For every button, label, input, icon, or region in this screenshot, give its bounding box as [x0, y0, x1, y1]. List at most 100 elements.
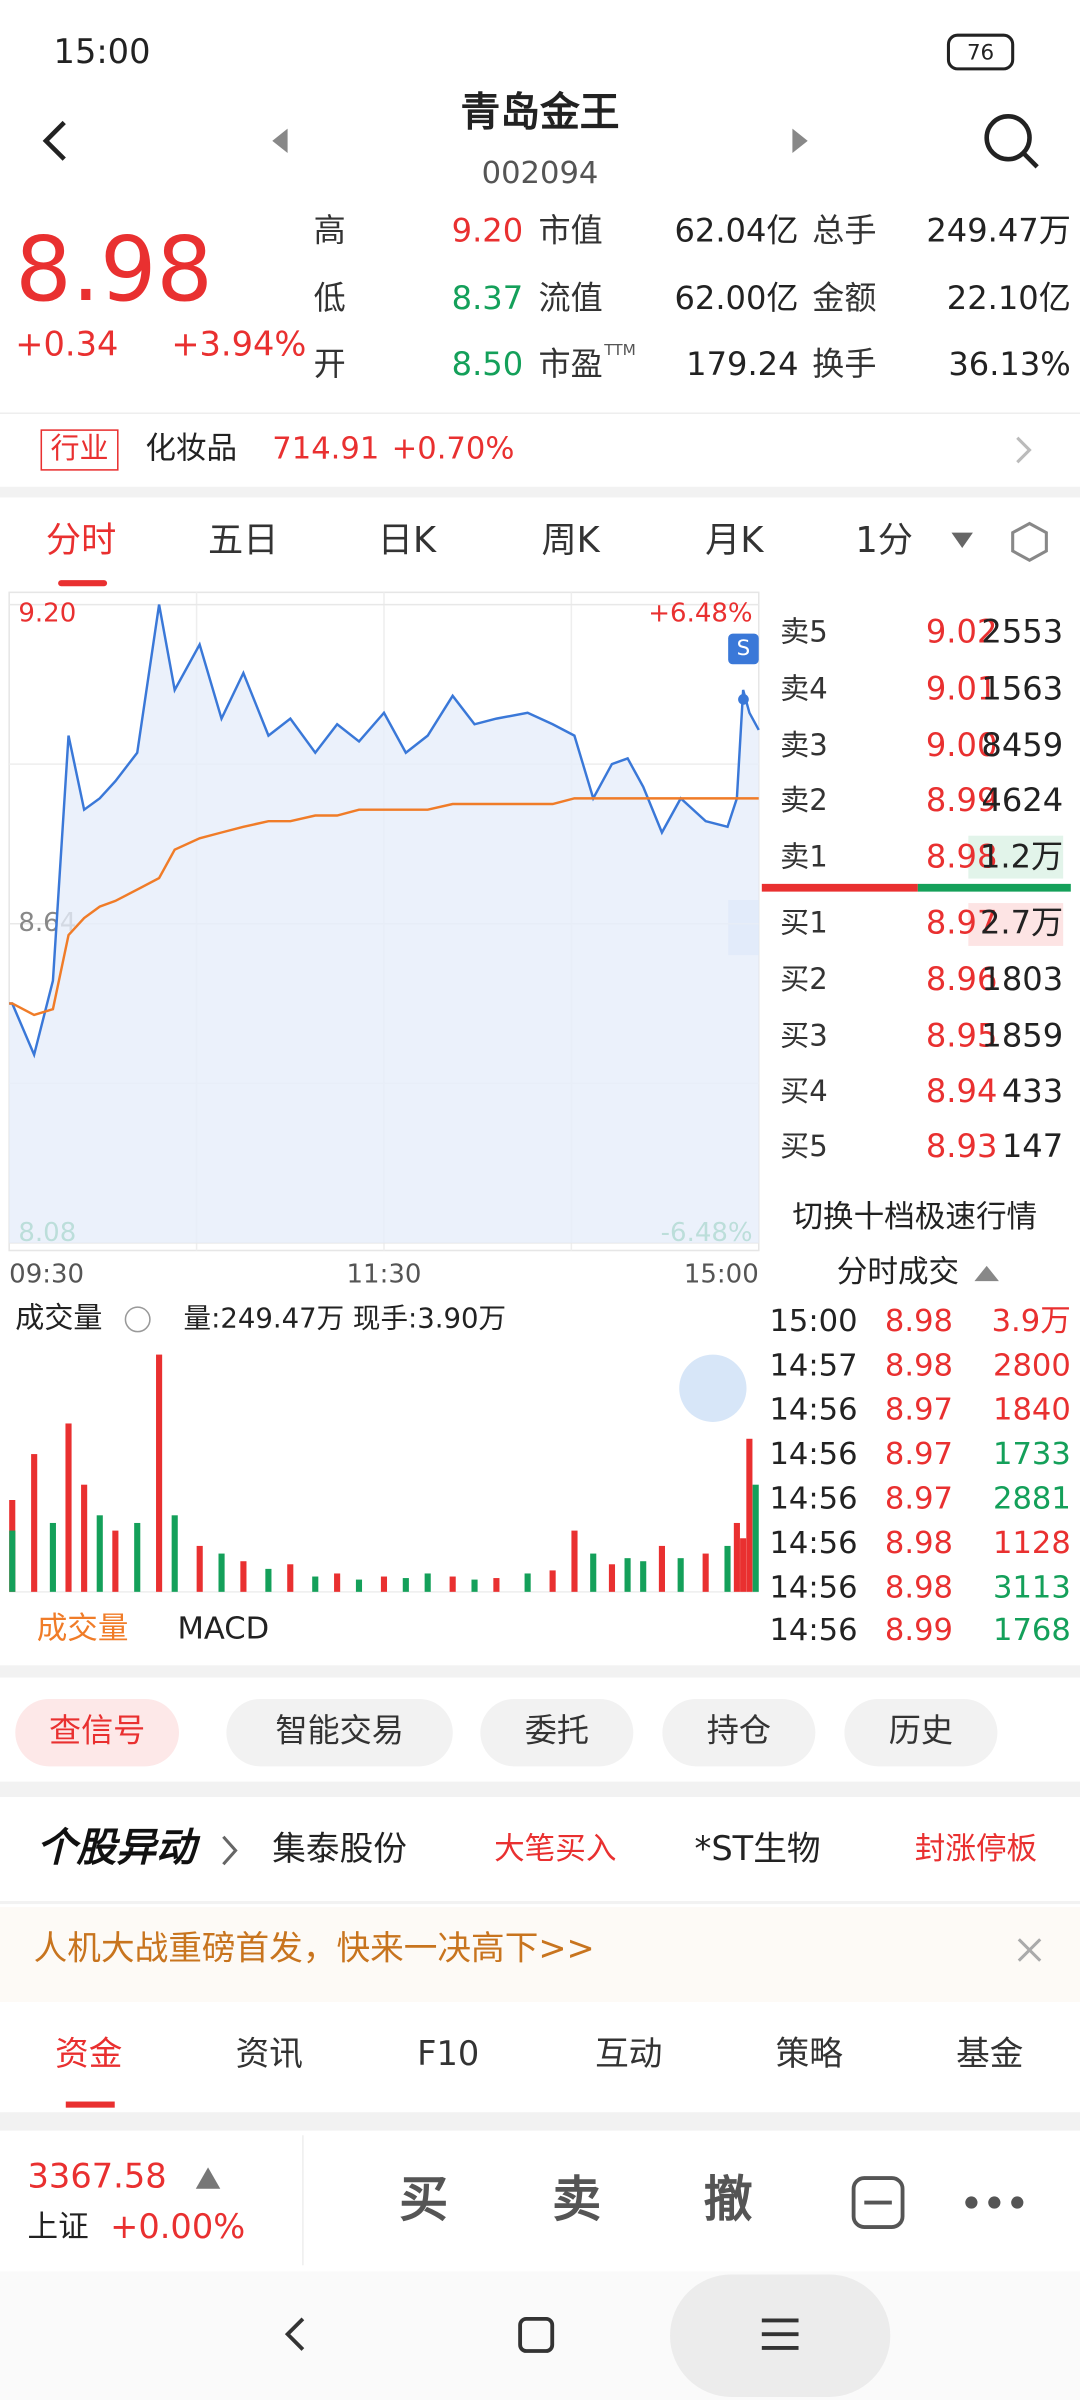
action-button[interactable] [662, 1698, 816, 1767]
industry-tag-text: 行业 [50, 431, 108, 465]
volume-bar [65, 1423, 72, 1592]
x-tick-label: 15:00 [684, 1259, 759, 1289]
book-volume: 2.7万 [980, 903, 1063, 941]
action-button[interactable] [844, 1698, 998, 1767]
book-label: 买1 [780, 905, 828, 939]
volume-bar [81, 1484, 88, 1592]
chart-settings[interactable] [1011, 521, 1048, 562]
banner-close[interactable] [1017, 1938, 1042, 1962]
book-volume: 1859 [981, 1017, 1063, 1055]
info-tab[interactable]: 资金 [55, 2034, 122, 2073]
period-tab[interactable]: 日K [378, 520, 437, 561]
trade-volume: 3113 [993, 1570, 1071, 1605]
info-tab[interactable]: 资讯 [236, 2034, 303, 2073]
book-volume: 433 [1002, 1072, 1063, 1110]
trade-volume: 1128 [993, 1526, 1071, 1561]
divider [0, 2112, 1080, 2131]
volume-bar [31, 1454, 38, 1592]
trade-button[interactable]: 撤 [704, 2171, 753, 2228]
book-price: 9.02 [926, 613, 998, 651]
volume-bar [380, 1576, 388, 1592]
trade-time: 15:00 [769, 1304, 857, 1339]
period-tab[interactable]: 月K [705, 520, 764, 561]
period-tab[interactable]: 周K [541, 520, 600, 561]
trade-volume: 3.9万 [992, 1304, 1071, 1339]
info-tab[interactable]: F10 [417, 2034, 479, 2073]
back-button[interactable] [42, 120, 66, 161]
stat-label: 流值 [538, 279, 602, 317]
stat-value: 22.10亿 [947, 279, 1071, 317]
info-tab[interactable]: 基金 [956, 2034, 1023, 2073]
next-stock[interactable] [792, 128, 808, 154]
alert-stock: *ST生物 [695, 1829, 821, 1868]
volume-bar [240, 1561, 247, 1592]
volume-bar [624, 1558, 631, 1592]
book-label: 卖1 [780, 840, 828, 874]
info-tab[interactable]: 互动 [595, 2034, 662, 2073]
trade-volume: 1733 [993, 1437, 1071, 1472]
alert-event: 大笔买入 [494, 1832, 616, 1867]
volume-bar [171, 1515, 178, 1592]
volume-bar [571, 1530, 578, 1592]
stat-value: 8.50 [452, 345, 524, 383]
search-icon [1021, 151, 1039, 169]
volume-bar [640, 1561, 647, 1592]
stat-value: 62.04亿 [674, 212, 798, 250]
alert-stock: 集泰股份 [272, 1829, 407, 1868]
indicator-tab[interactable]: 成交量 [37, 1612, 129, 1647]
volume-bar [493, 1578, 500, 1592]
switch-button[interactable]: 切换十档极速行情 [792, 1200, 1037, 1235]
nav-back[interactable] [284, 2317, 305, 2351]
search-button[interactable] [984, 114, 1032, 162]
action-label: 历史 [889, 1712, 953, 1750]
trade-time: 14:56 [769, 1570, 857, 1605]
status-time: 15:00 [54, 32, 151, 71]
nav-home[interactable] [518, 2316, 555, 2353]
volume-bar [740, 1538, 747, 1592]
trade-price: 8.98 [885, 1526, 953, 1561]
stat-label: 低 [314, 279, 346, 317]
trade-button[interactable]: 卖 [552, 2171, 601, 2228]
book-price: 9.00 [926, 726, 998, 764]
help-icon[interactable] [124, 1306, 151, 1333]
info-tab[interactable]: 策略 [776, 2034, 844, 2073]
action-button[interactable] [480, 1698, 634, 1767]
stat-value: 179.24 [686, 345, 798, 383]
banner-bg [0, 1907, 1080, 2003]
bid1-highlight [968, 903, 1064, 946]
more-button[interactable] [965, 2196, 1024, 2209]
collapse-button[interactable] [851, 2176, 905, 2229]
trade-button[interactable]: 买 [399, 2171, 448, 2228]
prev-stock[interactable] [272, 128, 288, 154]
stat-value: 62.00亿 [674, 279, 798, 317]
battery-level: 76 [967, 41, 994, 66]
volume-title: 成交量 [15, 1300, 102, 1334]
volume-bar [49, 1522, 56, 1592]
period-dropdown[interactable] [951, 532, 973, 548]
indicator-tab[interactable]: MACD [177, 1612, 269, 1647]
trade-price: 8.99 [885, 1613, 953, 1648]
book-price: 8.94 [926, 1072, 998, 1110]
industry-change: +0.70% [392, 431, 515, 466]
period-tab[interactable]: 五日 [208, 520, 278, 561]
trade-price: 8.97 [885, 1437, 953, 1472]
period-tab[interactable]: 1分 [855, 520, 913, 561]
signal-marker [728, 633, 759, 665]
volume-bar [355, 1579, 363, 1592]
price-change: +0.34 [15, 324, 118, 363]
book-label: 卖3 [780, 728, 828, 762]
action-button[interactable] [226, 1698, 453, 1767]
volume-bar [590, 1553, 597, 1592]
volume-bar [677, 1558, 684, 1592]
volume-bar [112, 1530, 119, 1592]
volume-bar [724, 1545, 731, 1592]
fullscreen-button[interactable] [679, 1354, 747, 1422]
period-tab[interactable]: 分时 [46, 520, 116, 561]
action-button[interactable] [15, 1698, 179, 1767]
industry-chevron[interactable] [1016, 436, 1032, 464]
volume-bar [96, 1515, 103, 1592]
alert-event: 封涨停板 [915, 1832, 1037, 1867]
stat-value: 36.13% [948, 345, 1070, 383]
alerts-chevron[interactable] [222, 1835, 238, 1866]
battery [946, 33, 1015, 71]
